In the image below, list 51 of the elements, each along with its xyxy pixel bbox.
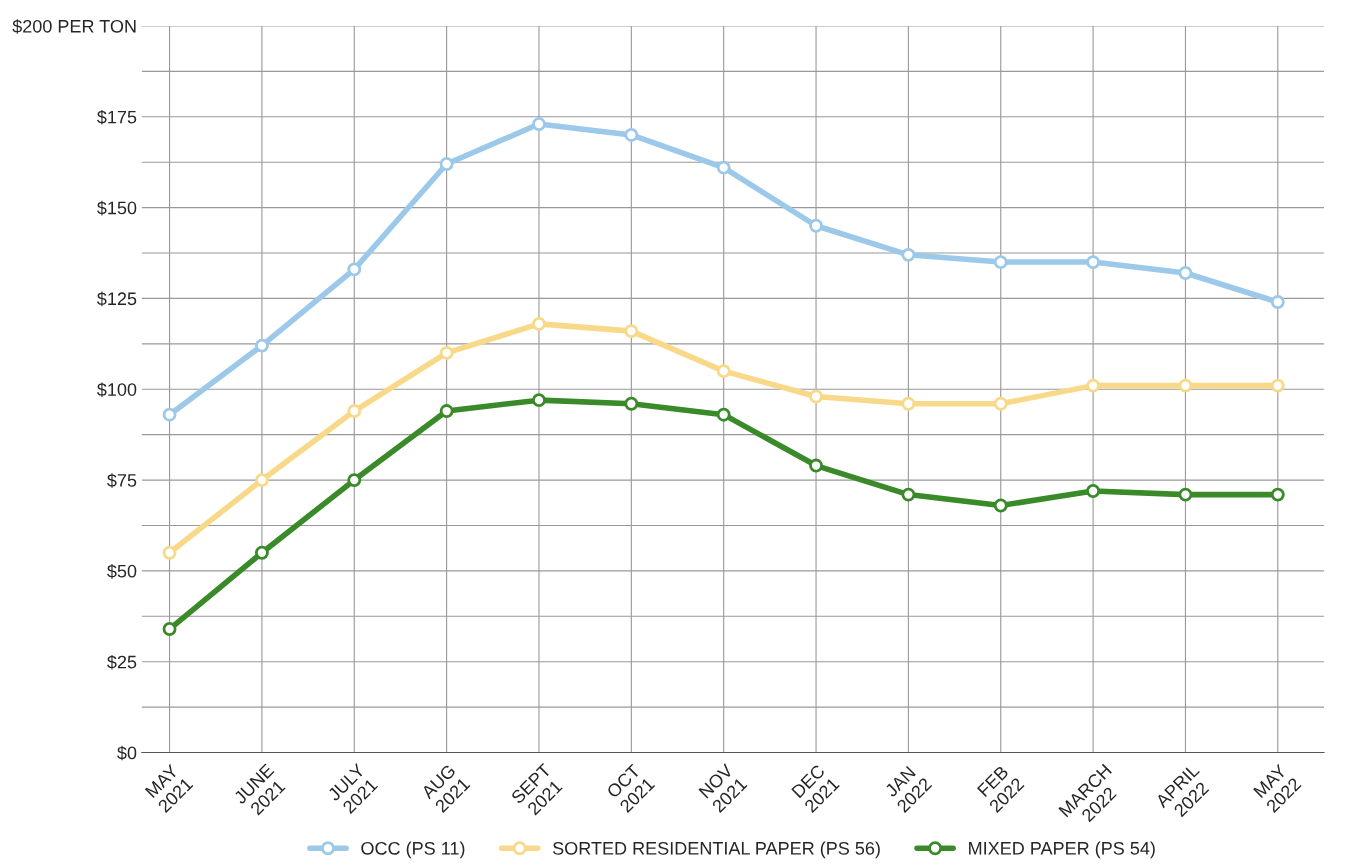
point [993,396,1008,411]
point [1270,295,1285,309]
y-tick-label: $50 [107,564,137,579]
point [716,364,731,379]
point [809,458,823,473]
point [1270,378,1285,393]
point [716,160,731,175]
point [624,127,639,142]
y-tick-label: $25 [107,654,137,670]
point [532,117,546,131]
point [1086,484,1101,498]
y-tick-label: $175 [97,109,137,125]
point [1178,487,1193,502]
point [254,545,269,560]
point [809,218,823,233]
point [1178,378,1193,393]
point [1270,487,1285,502]
y-tick-label: $125 [97,291,137,307]
point [439,345,454,360]
point [162,622,177,636]
point [624,324,639,339]
legend-label: SORTED RESIDENTIAL PAPER (PS 56) [552,841,880,859]
y-tick-label: $0 [117,745,137,761]
point [901,396,916,411]
legend-label: MIXED PAPER (PS 54) [969,841,1155,859]
point [1086,255,1101,270]
point [901,487,916,502]
point [439,157,454,171]
point [532,316,546,331]
point [901,247,916,262]
point [993,498,1008,513]
point [347,473,362,488]
y-tick-label: $150 [97,200,137,216]
point [254,473,269,488]
point [716,407,731,422]
point [809,389,823,404]
point [347,262,362,277]
point [162,545,177,560]
point [162,407,177,422]
point [532,393,546,408]
point [439,404,454,418]
point [1178,266,1193,280]
y-tick-label: $200 PER TON [12,19,136,34]
point [347,404,362,418]
point [993,255,1008,270]
point [254,338,269,353]
y-tick-label: $100 [97,382,137,398]
point [624,396,639,411]
point [1086,378,1101,393]
legend-label: OCC (PS 11) [361,841,465,859]
y-tick-label: $75 [107,473,137,488]
